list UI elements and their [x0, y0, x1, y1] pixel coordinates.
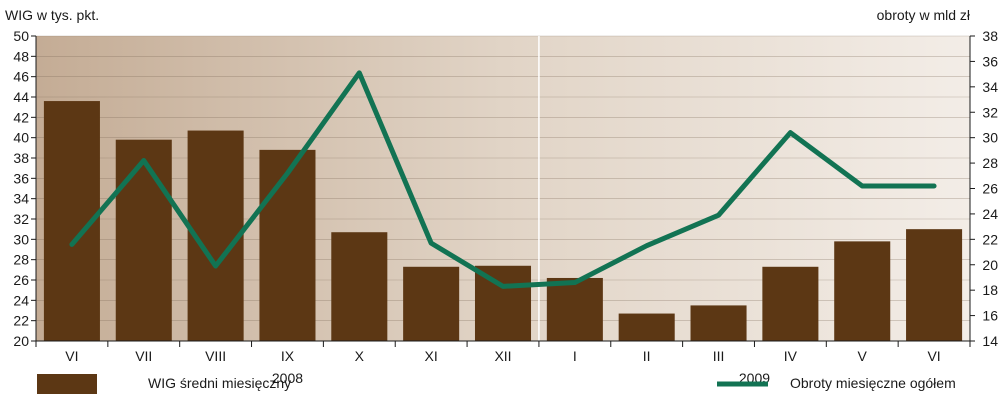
left-tick-label: 44: [13, 89, 29, 105]
right-axis-title: obroty w mld zł: [877, 7, 971, 23]
right-tick-label: 14: [982, 333, 998, 349]
bar-10: [762, 266, 819, 341]
left-tick-label: 26: [13, 272, 29, 288]
x-tick-label: VIII: [205, 348, 226, 364]
x-tick-label: XI: [425, 348, 438, 364]
legend: WIG średni miesięczny Obroty miesięczne …: [37, 374, 956, 394]
left-tick-label: 40: [13, 130, 29, 146]
x-tick-label: X: [355, 348, 365, 364]
x-tick-label: VI: [927, 348, 940, 364]
year-label: 2008: [272, 370, 303, 386]
x-tick-label: XII: [494, 348, 511, 364]
x-tick-label: VII: [135, 348, 152, 364]
left-tick-label: 46: [13, 69, 29, 85]
right-tick-label: 30: [982, 130, 998, 146]
right-tick-label: 36: [982, 53, 998, 69]
right-tick-label: 26: [982, 181, 998, 197]
left-axis-ticks: 20 22 24 26 28 30 32 34 36 38 40 42 44 46 48 50: [13, 28, 36, 349]
left-axis-title: WIG w tys. pkt.: [5, 7, 99, 23]
bar-1: [115, 139, 172, 341]
x-tick-label: IV: [784, 348, 798, 364]
left-tick-label: 20: [13, 333, 29, 349]
year-labels: 2008 2009: [272, 370, 770, 386]
left-tick-label: 24: [13, 292, 29, 308]
left-tick-label: 50: [13, 28, 29, 44]
left-tick-label: 22: [13, 313, 29, 329]
bar-5: [403, 266, 460, 341]
right-tick-label: 28: [982, 155, 998, 171]
left-tick-label: 34: [13, 191, 29, 207]
x-axis-ticks: VI VII VIII IX X XI XII I II III IV V VI: [35, 341, 971, 364]
x-tick-label: I: [573, 348, 577, 364]
left-tick-label: 36: [13, 170, 29, 186]
left-tick-label: 48: [13, 48, 29, 64]
bar-8: [618, 313, 675, 341]
legend-bar-label: WIG średni miesięczny: [148, 375, 291, 391]
x-tick-label: V: [858, 348, 868, 364]
right-tick-label: 20: [982, 257, 998, 273]
legend-bar-swatch: [37, 374, 97, 394]
bar-11: [834, 241, 891, 341]
x-tick-label: III: [713, 348, 725, 364]
x-tick-label: IX: [281, 348, 295, 364]
bar-series: [43, 101, 963, 341]
right-tick-label: 34: [982, 79, 998, 95]
left-tick-label: 30: [13, 231, 29, 247]
left-tick-label: 38: [13, 150, 29, 166]
right-tick-label: 24: [982, 206, 998, 222]
x-tick-label: II: [643, 348, 651, 364]
right-tick-label: 38: [982, 28, 998, 44]
bar-12: [906, 229, 963, 341]
right-tick-label: 16: [982, 308, 998, 324]
right-tick-label: 32: [982, 104, 998, 120]
right-tick-label: 18: [982, 282, 998, 298]
x-tick-label: VI: [65, 348, 78, 364]
right-tick-label: 22: [982, 231, 998, 247]
legend-line-label: Obroty miesięczne ogółem: [790, 375, 956, 391]
left-tick-label: 28: [13, 252, 29, 268]
left-tick-label: 42: [13, 109, 29, 125]
bar-6: [474, 265, 532, 341]
bar-7: [546, 277, 603, 341]
left-tick-label: 32: [13, 211, 29, 227]
right-axis-ticks: 14 16 18 20 22 24 26 28 30 32 34 36 38: [970, 28, 998, 349]
bar-9: [690, 305, 747, 341]
line-series: [69, 70, 937, 289]
bar-4: [331, 232, 388, 341]
bar-3: [259, 149, 316, 341]
